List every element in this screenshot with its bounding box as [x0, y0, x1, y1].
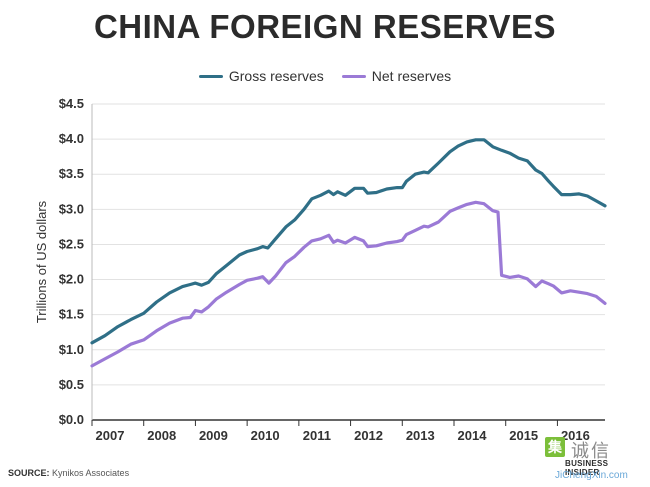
x-tick-label: 2007 [96, 428, 125, 443]
legend-swatch-gross [198, 74, 223, 78]
legend: Gross reserves Net reserves [0, 68, 650, 84]
x-tick-label: 2008 [147, 428, 176, 443]
y-axis-title: Trillions of US dollars [34, 200, 49, 323]
y-tick-label: $0.5 [59, 377, 84, 392]
x-tick-label: 2013 [406, 428, 435, 443]
y-tick-label: $2.0 [59, 272, 84, 287]
legend-label-net: Net reserves [371, 68, 452, 84]
chart-title: CHINA FOREIGN RESERVES [93, 8, 557, 45]
x-tick-label: 2012 [354, 428, 383, 443]
y-tick-label: $4.5 [59, 96, 84, 111]
y-tick-label: $3.5 [59, 166, 84, 181]
watermark-url: JiChengXin.com [555, 470, 628, 481]
grid-lines [92, 103, 605, 386]
y-tick-label: $0.0 [59, 412, 84, 427]
watermark-brand: BUSINESS INSIDER [565, 459, 609, 477]
y-tick-label: $3.0 [59, 201, 84, 216]
x-tick-label: 2016 [561, 428, 590, 443]
x-tick-label: 2010 [251, 428, 280, 443]
axes: $0.0 $0.5 $1.0 $1.5 $2.0 $2.5 $3.0 $3.5 $4.0 $4.5… [59, 96, 605, 443]
y-tick-label: $2.5 [59, 236, 84, 251]
legend-swatch-net [341, 74, 366, 78]
watermark-cn-text: 诚信 [571, 441, 611, 461]
source-text: Kynikos Associates [52, 468, 130, 478]
source-note: SOURCE: Kynikos Associates [8, 468, 129, 478]
series-lines [90, 138, 607, 368]
legend-item-net: Net reserves [341, 68, 452, 84]
y-tick-label: $4.0 [59, 131, 84, 146]
watermark: 集 诚信 BUSINESS INSIDER JiChengXin.com [545, 437, 645, 485]
x-tick-label: 2009 [199, 428, 228, 443]
y-tick-label: $1.5 [59, 307, 84, 322]
legend-label-gross: Gross reserves [228, 68, 324, 84]
x-tick-label: 2015 [509, 428, 538, 443]
watermark-logo: 集 [545, 437, 565, 457]
series-line-net-reserves [90, 200, 607, 368]
source-label: SOURCE: [8, 468, 50, 478]
y-tick-label: $1.0 [59, 342, 84, 357]
x-tick-label: 2014 [458, 428, 488, 443]
legend-item-gross: Gross reserves [198, 68, 324, 84]
x-tick-label: 2011 [303, 428, 331, 443]
series-line-gross-reserves [90, 138, 607, 345]
